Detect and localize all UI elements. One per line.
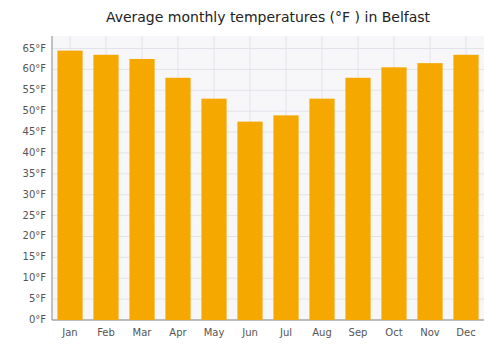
y-tick-label: 25°F (23, 210, 47, 221)
y-tick-label: 45°F (23, 126, 47, 137)
bar (273, 115, 298, 320)
bar (345, 78, 370, 320)
y-tick-label: 15°F (23, 251, 47, 262)
y-tick-label: 0°F (29, 314, 46, 325)
x-tick-label: Jul (279, 327, 292, 338)
y-tick-label: 50°F (23, 105, 47, 116)
bar (381, 67, 406, 320)
grid (52, 36, 484, 320)
bar (201, 99, 226, 320)
x-tick-label: Nov (420, 327, 440, 338)
bar (309, 99, 334, 320)
x-tick-label: Oct (385, 327, 402, 338)
title: Average monthly temperatures (°F ) in Be… (106, 9, 431, 25)
y-tick-label: 30°F (23, 189, 47, 200)
x-tick-label: Jan (61, 327, 77, 338)
bar (453, 55, 478, 320)
chart: 0°F 5°F 10°F 15°F 20°F 25°F 30°F 35°F 40°F 45°F 50… (0, 0, 500, 350)
x-tick-label: Dec (456, 327, 475, 338)
axes: 0°F 5°F 10°F 15°F 20°F 25°F 30°F 35°F 40°F 45°F 50… (23, 36, 484, 338)
y-tick-label: 55°F (23, 84, 47, 95)
plot-background (52, 36, 484, 320)
y-tick-label: 5°F (29, 293, 46, 304)
y-tick-label: 35°F (23, 168, 47, 179)
y-tick-label: 20°F (23, 230, 47, 241)
y-axis-line (52, 36, 53, 320)
x-tick-label: Apr (169, 327, 187, 338)
y-tick-label: 10°F (23, 272, 47, 283)
x-tick-label: Mar (133, 327, 153, 338)
y-tick-label: 65°F (23, 43, 47, 54)
bars (57, 51, 478, 320)
bar (93, 55, 118, 320)
x-tick-label: Feb (97, 327, 115, 338)
x-tick-label: Aug (312, 327, 332, 338)
y-grid-line (52, 48, 484, 49)
bar (237, 122, 262, 320)
y-tick-label: 60°F (23, 63, 47, 74)
x-tick-label: Sep (349, 327, 368, 338)
bar (57, 51, 82, 320)
chart-container: 0°F 5°F 10°F 15°F 20°F 25°F 30°F 35°F 40°F 45°F 50… (0, 0, 500, 350)
bar (129, 59, 154, 320)
bar (417, 63, 442, 320)
x-tick-label: Jun (241, 327, 258, 338)
y-tick-label: 40°F (23, 147, 47, 158)
x-tick-label: May (204, 327, 225, 338)
bar (165, 78, 190, 320)
